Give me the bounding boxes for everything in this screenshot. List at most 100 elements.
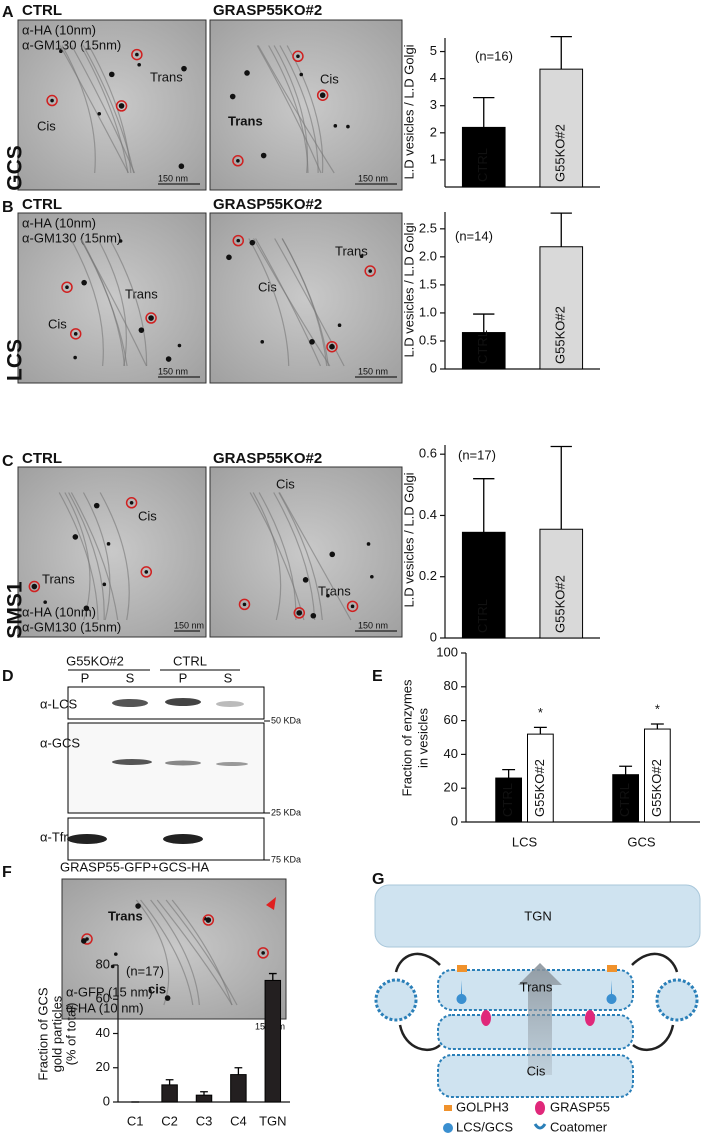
membrane (156, 899, 233, 1006)
y-tick-label: 0 (430, 360, 437, 375)
enzyme-icon (456, 980, 467, 1004)
y-axis-label: in vesicles (415, 708, 430, 768)
gold-particle (165, 356, 172, 362)
region-label: Trans (108, 908, 143, 923)
y-tick-label: 4 (430, 70, 437, 85)
region-label: Cis (48, 316, 67, 331)
gold-particle (337, 323, 342, 328)
error-bar (550, 212, 572, 247)
gold-particle (59, 49, 63, 54)
gold-particle (65, 285, 69, 289)
y-tick-label: 1.5 (419, 276, 437, 291)
legend-label: GRASP55 (550, 1099, 610, 1114)
y-tick-label: 60 (96, 991, 110, 1006)
labelled-particle (257, 947, 269, 959)
enzyme-icon (606, 980, 617, 1004)
y-tick-label: 2.0 (419, 248, 437, 263)
region-label: Trans (150, 69, 183, 84)
scale-label: 150 nm (158, 173, 188, 183)
y-tick-label: 0.2 (419, 568, 437, 583)
labelled-particle (346, 600, 359, 613)
membrane (82, 492, 111, 621)
labelled-particle (293, 607, 306, 619)
legend-swatch (533, 1123, 547, 1130)
labelled-particle (140, 566, 153, 578)
band (216, 762, 248, 766)
y-tick-label: 2 (430, 124, 437, 139)
micrograph (209, 466, 403, 638)
gold-particle (346, 124, 350, 129)
y-tick-label: 20 (444, 780, 458, 795)
panel-letter: D (2, 668, 14, 685)
membrane (281, 238, 330, 367)
membrane (252, 492, 282, 621)
bar (539, 68, 584, 188)
scale-label: 150 nm (158, 366, 188, 376)
annotation: (n=17) (458, 447, 496, 462)
y-axis-label: gold particles (49, 995, 64, 1072)
bar (612, 774, 640, 823)
membrane (258, 492, 297, 621)
y-axis-label: L.D vesicles / L.D Golgi (401, 44, 416, 179)
band (67, 834, 107, 844)
labelled-particle (316, 89, 329, 101)
legend-label: LCS/GCS (456, 1119, 513, 1134)
membrane (69, 238, 104, 367)
gold-particle (310, 612, 317, 619)
region-label: Trans (42, 571, 75, 586)
labelled-particle (292, 50, 304, 63)
membrane (70, 492, 119, 621)
gold-particle (296, 610, 303, 616)
antibody-label: α-GM130 (15nm) (22, 230, 121, 245)
micrograph (209, 19, 403, 191)
gold-particle (229, 93, 236, 100)
legend-swatch (443, 1123, 453, 1133)
membrane (257, 45, 335, 174)
gold-particle (93, 502, 100, 509)
bar (539, 246, 584, 370)
bar-label: G55KO#2 (553, 124, 568, 182)
gold-particle (299, 72, 304, 77)
vesicle (374, 978, 418, 1022)
error-bar (200, 1091, 208, 1096)
bar (461, 332, 506, 370)
arrow (631, 952, 679, 973)
blot-antibody: α-GCS (40, 735, 80, 750)
gold-particle (236, 158, 240, 163)
gold-particle (43, 600, 47, 604)
x-tick-label: C1 (127, 1113, 144, 1128)
error-bar (234, 1067, 243, 1075)
region-label: Cis (258, 279, 277, 294)
bar-label: CTRL (617, 783, 632, 817)
region-label: Trans (125, 286, 158, 301)
annotation: (n=14) (455, 228, 493, 243)
y-tick-label: 80 (96, 956, 110, 971)
gold-particle (244, 70, 250, 76)
gold-particle (368, 269, 372, 273)
labelled-particle (28, 580, 41, 593)
antibody-label: α-HA (10 nm) (66, 1000, 144, 1015)
gold-particle (97, 111, 102, 116)
bar-label: CTRL (475, 599, 490, 633)
micrograph-title: GRASP55-GFP+GCS-HA (60, 859, 210, 874)
membrane (150, 899, 200, 1006)
cisterna (437, 1054, 634, 1098)
gold-particle (242, 602, 247, 607)
y-tick-label: 0.4 (419, 507, 437, 522)
bar (644, 728, 671, 823)
bar (161, 1084, 178, 1103)
gold-particle (326, 593, 330, 598)
panel-letter: B (2, 199, 14, 216)
transport-arrow (518, 963, 562, 1075)
error-bar (473, 313, 495, 333)
membrane (273, 492, 316, 621)
gold-particle (108, 71, 115, 78)
gold-particle (144, 570, 149, 574)
scale-label: 150 nm (358, 366, 388, 376)
y-axis-label: L.D vesicles / L.D Golgi (401, 222, 416, 357)
bar (195, 1094, 213, 1103)
scale-label: 150 nm (358, 173, 388, 183)
membrane (278, 492, 352, 621)
labelled-particle (131, 48, 143, 61)
